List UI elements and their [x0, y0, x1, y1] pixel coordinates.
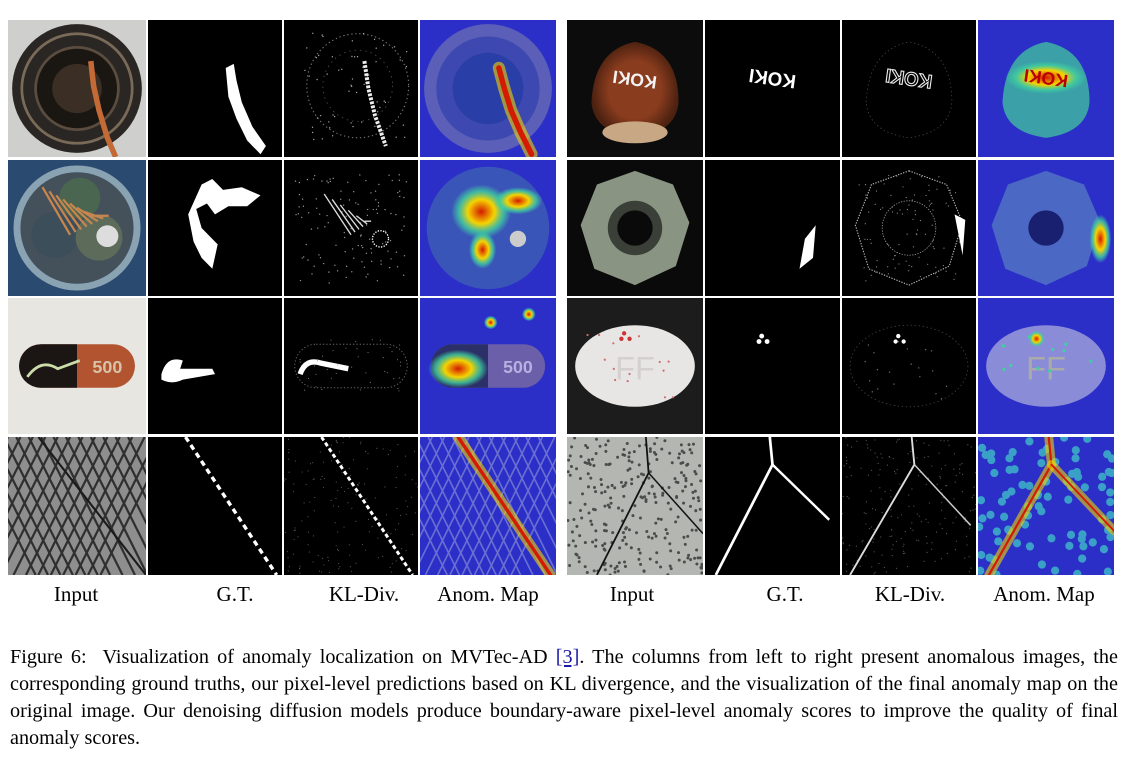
- cable-gt-image: [148, 160, 282, 296]
- tile-anommap-image: [978, 437, 1114, 575]
- pill-gt-image: [705, 298, 840, 434]
- pill-anommap-image: FF: [978, 298, 1114, 434]
- capsule-input-image: 500: [8, 298, 146, 434]
- hazelnut-anommap-image: KOKI: [978, 20, 1114, 157]
- figure-label: Figure 6:: [10, 646, 87, 668]
- metal-nut-anommap-image: [978, 160, 1114, 296]
- metal-nut-input-image: [567, 160, 703, 296]
- screw-cap-kldiv-image: [284, 20, 418, 157]
- column-label-kldiv-right: KL-Div.: [874, 582, 946, 606]
- capsule-gt-image: [148, 298, 282, 434]
- figure-grid: KOKI KOKI KOKI KOKI 500 500 FF FF: [8, 20, 1114, 575]
- capsule-print: 500: [92, 357, 122, 377]
- column-label-anommap-right: Anom. Map: [993, 582, 1095, 606]
- column-label-gt-left: G.T.: [216, 582, 254, 606]
- grid-anommap-image: [420, 437, 556, 575]
- column-label-kldiv-left: KL-Div.: [328, 582, 400, 606]
- capsule-anommap-image: 500: [420, 298, 556, 434]
- pill-kldiv-image: [842, 298, 976, 434]
- pill-input-image: FF: [567, 298, 703, 434]
- cable-kldiv-image: [284, 160, 418, 296]
- hazelnut-input-image: KOKI: [567, 20, 703, 157]
- metal-nut-kldiv-image: [842, 160, 976, 296]
- svg-text:FF: FF: [1026, 350, 1066, 387]
- screw-cap-gt-image: [148, 20, 282, 157]
- column-label-gt-right: G.T.: [766, 582, 804, 606]
- hazelnut-gt-image: KOKI: [705, 20, 840, 157]
- cable-input-image: [8, 160, 146, 296]
- column-label-anommap-left: Anom. Map: [437, 582, 539, 606]
- hazelnut-kldiv-image: KOKI: [842, 20, 976, 157]
- cable-anommap-image: [420, 160, 556, 296]
- grid-gt-image: [148, 437, 282, 575]
- grid-input-image: [8, 437, 146, 575]
- caption-text-2: . The columns from left to right present…: [10, 646, 1118, 749]
- column-label-input-right: Input: [609, 582, 655, 606]
- tile-gt-image: [705, 437, 840, 575]
- pill-print: FF: [615, 350, 655, 387]
- metal-nut-gt-image: [705, 160, 840, 296]
- caption-text-1: Visualization of anomaly localization on…: [102, 646, 556, 668]
- tile-input-image: [567, 437, 703, 575]
- grid-kldiv-image: [284, 437, 418, 575]
- citation-link[interactable]: [3]: [555, 646, 580, 668]
- figure-caption: Figure 6: Visualization of anomaly local…: [10, 644, 1118, 752]
- capsule-kldiv-image: [284, 298, 418, 434]
- column-label-input-left: Input: [53, 582, 99, 606]
- svg-text:500: 500: [503, 357, 533, 377]
- screw-cap-anommap-image: [420, 20, 556, 157]
- screw-cap-input-image: [8, 20, 146, 157]
- tile-kldiv-image: [842, 437, 976, 575]
